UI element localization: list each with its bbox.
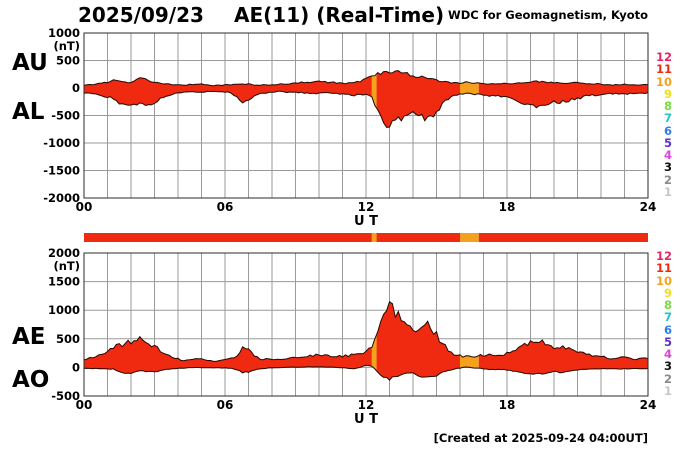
legend-item-3: 3 [663, 160, 672, 175]
organization-label: WDC for Geomagnetism, Kyoto [448, 8, 648, 22]
plot-title: AE(11) (Real-Time) [234, 3, 445, 27]
panel-border [83, 252, 649, 397]
index-band-segment-10-stations [371, 301, 377, 381]
y-tick-label: 0 [72, 81, 80, 95]
x-tick-label: 00 [76, 200, 93, 214]
x-axis-title: U T [354, 412, 378, 427]
legend-item-9: 9 [663, 285, 672, 300]
y-tick-label: 500 [56, 332, 80, 346]
legend-item-5: 5 [663, 334, 672, 349]
station-status-bar-segment [84, 233, 372, 242]
y-tick-label: 500 [56, 54, 80, 68]
series-label-ao: AO [12, 367, 50, 393]
y-tick-label: 1500 [48, 275, 80, 289]
legend-item-4: 4 [663, 148, 672, 163]
series-label-ae: AE [12, 324, 46, 350]
y-axis-unit: (nT) [53, 39, 80, 53]
y-tick-label: -500 [51, 109, 80, 123]
x-tick-label: 06 [217, 200, 234, 214]
legend-item-6: 6 [663, 123, 672, 138]
x-tick-label: 12 [358, 200, 375, 214]
legend-item-4: 4 [663, 347, 672, 362]
legend-item-8: 8 [663, 298, 672, 313]
series-label-au: AU [12, 50, 48, 76]
y-tick-label: 1000 [48, 303, 80, 317]
y-tick-label: -1000 [43, 136, 80, 150]
station-status-bar-segment [371, 233, 377, 242]
index-band-segment-11-stations [478, 301, 648, 381]
x-tick-label: 06 [217, 398, 234, 412]
legend-item-12: 12 [655, 249, 672, 263]
y-tick-label: 1000 [48, 26, 80, 40]
y-tick-label: 2000 [48, 246, 80, 260]
legend-item-2: 2 [663, 371, 672, 386]
y-tick-label: -2000 [43, 191, 80, 205]
legend-item-5: 5 [663, 135, 672, 150]
station-status-bar-segment [460, 233, 479, 242]
x-tick-label: 18 [499, 200, 516, 214]
legend-item-9: 9 [663, 86, 672, 101]
legend-item-2: 2 [663, 172, 672, 187]
legend-item-8: 8 [663, 99, 672, 114]
plot-date: 2025/09/23 [78, 3, 204, 27]
legend-item-3: 3 [663, 359, 672, 374]
index-band-segment-10-stations [371, 70, 377, 128]
index-band-segment-10-stations [460, 301, 479, 381]
x-tick-label: 00 [76, 398, 93, 412]
legend-item-7: 7 [663, 111, 672, 126]
station-status-bar-segment [478, 233, 648, 242]
legend-item-1: 1 [663, 383, 672, 398]
x-tick-label: 18 [499, 398, 516, 412]
station-count-legend-top: 12 11 10 9 8 7 6 5 4 3 2 1 [652, 51, 672, 198]
legend-item-6: 6 [663, 322, 672, 337]
legend-item-10: 10 [655, 273, 672, 288]
legend-item-1: 1 [663, 184, 672, 199]
x-axis-title: U T [354, 214, 378, 229]
y-axis-unit: (nT) [53, 259, 80, 273]
y-tick-label: -500 [51, 389, 80, 403]
created-timestamp: [Created at 2025-09-24 04:00UT] [433, 431, 648, 445]
station-count-legend-bottom: 12 11 10 9 8 7 6 5 4 3 2 1 [652, 250, 672, 397]
x-tick-label: 12 [358, 398, 375, 412]
series-label-al: AL [12, 99, 45, 125]
legend-item-7: 7 [663, 310, 672, 325]
y-tick-label: -1500 [43, 164, 80, 178]
station-status-bar-segment [376, 233, 460, 242]
y-tick-label: 0 [72, 360, 80, 374]
x-tick-label: 24 [640, 398, 657, 412]
legend-item-10: 10 [655, 74, 672, 89]
legend-item-11: 11 [655, 62, 672, 77]
legend-item-12: 12 [655, 50, 672, 64]
legend-item-11: 11 [655, 261, 672, 276]
index-band-segment-11-stations [84, 301, 372, 381]
x-tick-label: 24 [640, 200, 657, 214]
panel-border [83, 32, 649, 199]
